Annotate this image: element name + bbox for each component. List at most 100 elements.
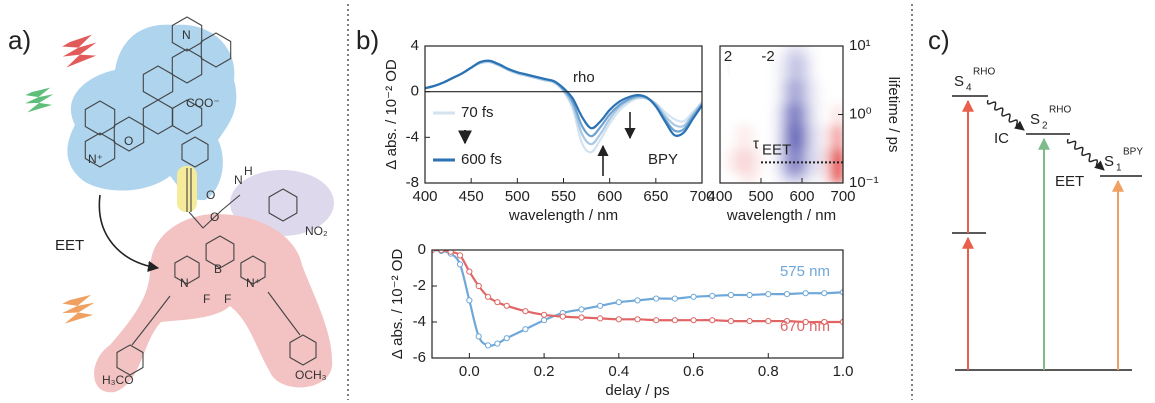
heat-cell (797, 172, 807, 183)
data-point (578, 306, 585, 313)
data-point (671, 295, 678, 302)
heat-cell (806, 104, 815, 126)
ring (174, 255, 200, 285)
heat-cell (781, 46, 791, 57)
atom-label: O (124, 134, 133, 148)
data-point (690, 317, 697, 324)
heat-cell (773, 46, 782, 57)
data-point (615, 299, 622, 306)
highlight (94, 214, 333, 393)
heat-cell (720, 172, 725, 183)
data-point (432, 250, 436, 254)
data-point (438, 250, 445, 254)
heat-cell (789, 80, 799, 105)
heat-cell (822, 46, 832, 57)
x-tick-label: 450 (459, 188, 484, 205)
x-axis-label: wavelength / nm (726, 207, 836, 224)
heat-cell (838, 56, 843, 81)
heat-cell (822, 124, 832, 150)
x-tick-label: 550 (551, 188, 576, 205)
heat-cell (797, 80, 807, 105)
x-tick-label: 700 (830, 188, 855, 205)
y-tick-label: -4 (413, 313, 426, 330)
heat-cell (781, 80, 791, 105)
heat-cell (789, 104, 799, 126)
eet-arrow (98, 194, 160, 272)
data-point (578, 314, 585, 321)
annotation: rho (573, 69, 595, 86)
heat-cell (748, 124, 758, 150)
energy-diagram: S 4 RHO S 2 RHO S 1 BPY IC EET (952, 67, 1143, 371)
heat-cell (724, 172, 733, 183)
data-point (484, 342, 492, 349)
heat-cell (740, 104, 750, 126)
heat-cell (724, 148, 733, 174)
heat-cell (748, 148, 758, 174)
data-point (494, 299, 501, 306)
data-point (783, 318, 791, 325)
y-tick-label: -4 (406, 128, 419, 145)
heat-cell (830, 124, 840, 150)
plot-frame (431, 249, 844, 359)
heat-cell (765, 172, 774, 183)
heat-cell (748, 80, 758, 105)
data-point (484, 293, 492, 300)
heat-cell (822, 56, 832, 81)
excitation-icon (25, 87, 54, 113)
atom-label: N (182, 28, 191, 42)
heat-cell (756, 104, 766, 126)
data-point (802, 290, 809, 297)
heat-cell (756, 124, 766, 150)
heat-cell (732, 124, 741, 150)
data-point (475, 282, 482, 290)
ring (289, 334, 317, 366)
legend-label: 670 nm (780, 318, 830, 335)
heat-cell (830, 172, 840, 183)
excitation-icon (62, 34, 97, 68)
heat-cell (789, 172, 799, 183)
atom-label: N (234, 173, 243, 187)
atom-label: F (203, 292, 210, 306)
data-point (475, 333, 482, 340)
heat-cell (789, 124, 799, 150)
heat-cell (773, 124, 782, 150)
heat-cell (830, 80, 840, 105)
heat-cell (732, 80, 741, 105)
atom-label: O (206, 188, 215, 202)
heat-cell (748, 56, 758, 81)
heat-cell (765, 56, 774, 81)
atom-label: NO₂ (305, 224, 328, 238)
state-manifold: BPY (1123, 147, 1143, 158)
panel-label: b) (356, 25, 379, 55)
heat-cell (740, 80, 750, 105)
x-tick-label: 0.8 (758, 363, 779, 380)
x-tick-label: 600 (789, 188, 814, 205)
heat-cell (781, 148, 791, 174)
colorbar-label: 2 (724, 48, 732, 65)
series-line (432, 250, 843, 324)
heat-cell (732, 172, 741, 183)
heat-cell (724, 104, 733, 126)
panel-label: c) (928, 25, 950, 55)
data-point (597, 302, 604, 309)
state-index: 4 (966, 83, 972, 94)
data-point (765, 318, 772, 325)
heat-cell (814, 148, 823, 174)
heat-cell (838, 148, 843, 174)
data-point (634, 316, 641, 323)
heat-cell (773, 80, 782, 105)
data-point (802, 318, 809, 326)
heat-cell (720, 148, 725, 174)
heat-cell (781, 56, 791, 81)
data-point (540, 311, 548, 318)
heat-cell (765, 46, 774, 57)
atom-label: H (244, 164, 253, 178)
y-tick-label: 4 (411, 37, 419, 54)
heat-cell (765, 148, 774, 174)
y-axis-label: Δ abs. / 10⁻² OD (389, 249, 406, 360)
heat-cell (748, 172, 758, 183)
heat-cell (789, 46, 799, 57)
heat-cell (773, 148, 782, 174)
heatmap (720, 46, 843, 183)
